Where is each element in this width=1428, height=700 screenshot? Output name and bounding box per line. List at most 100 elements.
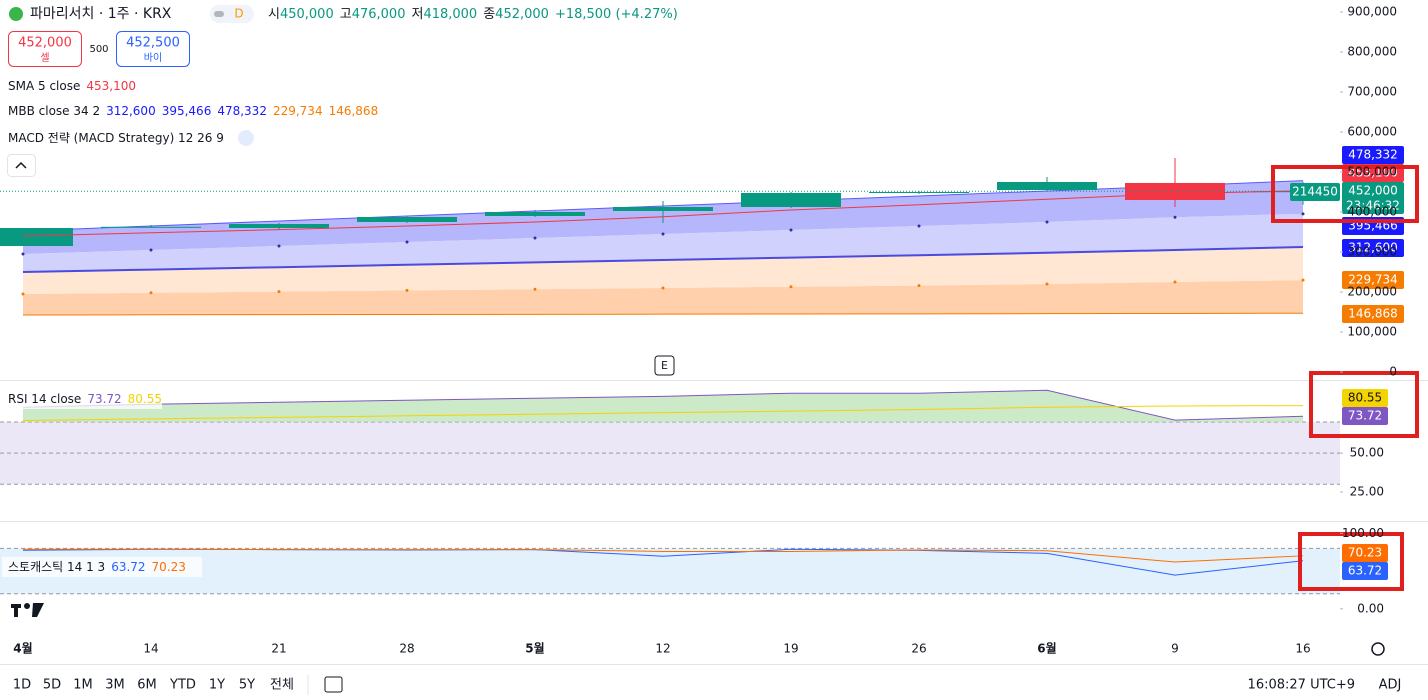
highlight-box (1309, 371, 1419, 438)
range-button[interactable]: 3M (105, 678, 125, 693)
symbol-logo (9, 7, 23, 21)
indicator-marker (1342, 389, 1388, 407)
band-dot (149, 248, 153, 252)
ohlc-value: 418,000 (423, 7, 477, 22)
ai-icon[interactable] (238, 130, 254, 146)
band-dot (277, 244, 281, 248)
sell-button[interactable] (8, 31, 82, 67)
band-dot (789, 285, 793, 289)
indicator-legend: RSI 14 close 73.72 80.55 (8, 392, 162, 406)
candle-body (613, 207, 713, 211)
toggle[interactable] (210, 5, 254, 23)
range-button[interactable]: 1M (73, 678, 93, 693)
ohlc-label: 종 (483, 7, 495, 22)
tv-logo (11, 603, 44, 617)
indicator-value: 70.23 (152, 560, 186, 574)
y-tick-label: 800,000 (1347, 45, 1397, 59)
candle-body (869, 192, 969, 193)
price-marker-label: 229,734 (1348, 273, 1398, 287)
band-dot (661, 286, 665, 290)
ohlc-value: 450,000 (280, 7, 334, 22)
indicator-title: RSI 14 close (8, 392, 81, 406)
sma-line (22, 190, 1304, 237)
indicator-legend: MBB close 34 2 312,600 395,466 478,332 229,7… (8, 104, 378, 118)
y-tick-label: 400,000 (1347, 205, 1397, 219)
range-button[interactable]: 1Y (209, 678, 225, 693)
range-button[interactable]: 5Y (239, 678, 255, 693)
settings-icon[interactable] (1371, 642, 1385, 656)
collapse-button[interactable] (7, 154, 36, 177)
x-tick-label: 14 (143, 642, 158, 656)
overbought-fill (23, 390, 1303, 422)
main-pane (0, 158, 1340, 316)
price-marker-label: 478,332 (1348, 148, 1398, 162)
band-dot (21, 292, 25, 296)
goto-date-icon[interactable] (324, 676, 343, 693)
y-tick-label: 100,000 (1347, 325, 1397, 339)
indicator-value: 80.55 (128, 392, 162, 406)
band-dot (789, 228, 793, 232)
symbol[interactable]: 파마리서치 · 1주 · KRX (30, 6, 172, 22)
indicator-legend: SMA 5 close 453,100 (8, 79, 136, 93)
indicator-line (22, 389, 1304, 421)
candle-body (1125, 183, 1225, 200)
y-tick-label: 600,000 (1347, 125, 1397, 139)
indicator-title: MACD 전략 (MACD Strategy) 12 26 9 (8, 131, 224, 145)
ohlc-label: 시 (268, 7, 280, 22)
highlight-box (1298, 532, 1404, 591)
indicator-legend: 스토캐스틱 14 1 3 63.72 70.23 (8, 560, 186, 574)
indicator-title: 스토캐스틱 14 1 3 (8, 560, 105, 574)
indicator-marker-label: 63.72 (1348, 564, 1382, 578)
x-tick-label: 21 (271, 642, 286, 656)
band-dot (1173, 215, 1177, 219)
indicator-value: 478,332 (217, 104, 267, 118)
ohlc-label: 고 (340, 7, 352, 22)
indicator-title: MBB close 34 2 (8, 104, 100, 118)
y-tick-label: 50.00 (1350, 446, 1384, 460)
range-button[interactable]: 1D (13, 678, 31, 693)
x-tick-label: 26 (911, 642, 926, 656)
price-marker (1342, 146, 1404, 164)
ohlc-value: 452,000 (495, 7, 549, 22)
x-tick-label: 12 (655, 642, 670, 656)
y-tick-label: 500,000 (1347, 165, 1397, 179)
spread: 500 (89, 44, 108, 55)
range-button[interactable]: YTD (169, 678, 196, 693)
price-marker (1342, 182, 1404, 214)
y-tick-label: 100.00 (1342, 526, 1384, 540)
band-dot (405, 288, 409, 292)
candle-body (101, 226, 201, 228)
overlay-label: 214450 (1292, 185, 1338, 199)
candle-body (229, 224, 329, 228)
overlay-label-bg (1290, 183, 1340, 201)
collapse-icon (15, 161, 27, 169)
candle-body (997, 182, 1097, 190)
earnings-marker: E (661, 359, 668, 372)
range-button[interactable]: 전체 (270, 678, 294, 693)
band-dot (917, 224, 921, 228)
band-fill (23, 213, 1303, 272)
candle-body (741, 193, 841, 207)
y-tick-label: 0.00 (1357, 601, 1384, 615)
band-dot (1173, 280, 1177, 284)
indicator-value: 395,466 (162, 104, 212, 118)
ohlc: 시450,000 고476,000 저418,000 종452,000 +18,500 … (268, 7, 678, 22)
range-button[interactable]: 5D (43, 678, 61, 693)
indicator-value: 312,600 (106, 104, 156, 118)
toggle-knob (214, 11, 224, 17)
buy-button[interactable] (116, 31, 190, 67)
x-tick-label: 6월 (1037, 641, 1056, 656)
sell-label: 셀 (40, 52, 49, 64)
legend-bg (2, 389, 162, 409)
indicator-pane (0, 389, 1340, 485)
range-button[interactable]: 6M (137, 678, 157, 693)
adj-button[interactable]: ADJ (1379, 678, 1402, 693)
band-dot (1045, 220, 1049, 224)
indicator-title: SMA 5 close (8, 79, 80, 93)
earnings-marker-box[interactable] (654, 355, 675, 376)
ohlc-value: 476,000 (352, 7, 406, 22)
band-fill (23, 246, 1303, 294)
indicator-value: 146,868 (329, 104, 379, 118)
indicator-legend: MACD 전략 (MACD Strategy) 12 26 9 (8, 131, 224, 145)
